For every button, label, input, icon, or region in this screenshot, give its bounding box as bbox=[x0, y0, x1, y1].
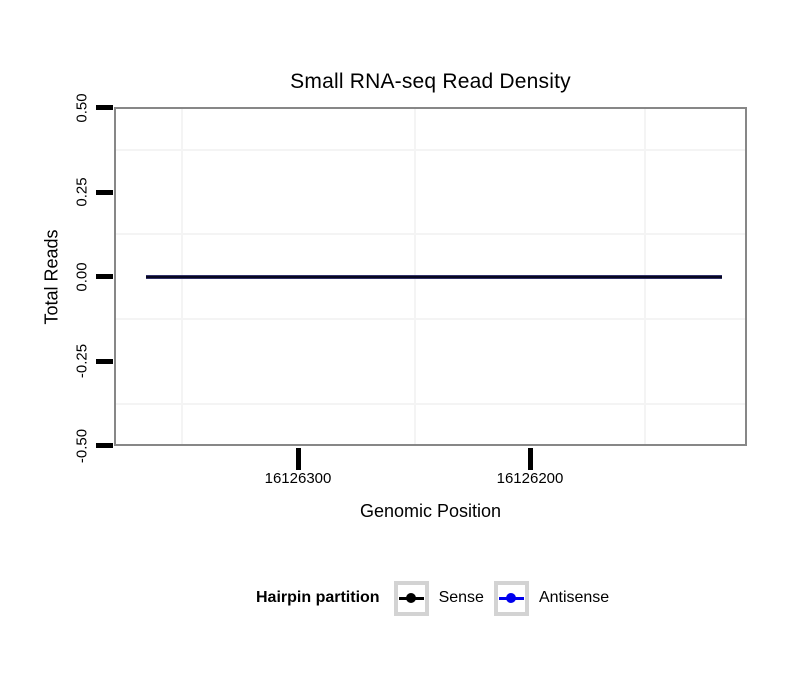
minor-gridline-horizontal bbox=[116, 149, 745, 151]
minor-gridline-horizontal bbox=[116, 233, 745, 235]
legend-title: Hairpin partition bbox=[256, 589, 380, 606]
x-tick bbox=[528, 448, 533, 470]
y-tick bbox=[96, 190, 113, 195]
y-tick-label: 0.50 bbox=[73, 93, 91, 123]
minor-gridline-horizontal bbox=[116, 318, 745, 320]
minor-gridline-horizontal bbox=[116, 403, 745, 405]
y-tick-label: 0.00 bbox=[73, 262, 91, 292]
y-tick bbox=[96, 359, 113, 364]
x-tick-label: 16126300 bbox=[264, 470, 332, 487]
y-tick bbox=[96, 274, 113, 279]
y-tick-label: -0.25 bbox=[73, 343, 91, 379]
y-tick-label: 0.25 bbox=[73, 177, 91, 207]
legend-key-sense bbox=[393, 580, 429, 616]
legend: Hairpin partition Sense Antisense bbox=[256, 579, 609, 617]
y-tick bbox=[96, 443, 113, 448]
sense-dot-icon bbox=[406, 593, 417, 603]
series-line-sense-antisense bbox=[146, 275, 722, 279]
y-tick bbox=[96, 105, 113, 110]
x-tick-label: 16126200 bbox=[496, 470, 564, 487]
legend-key-antisense bbox=[493, 580, 529, 616]
x-tick bbox=[296, 448, 301, 470]
chart-title: Small RNA-seq Read Density bbox=[290, 70, 571, 93]
antisense-dot-icon bbox=[506, 593, 517, 603]
x-axis-title: Genomic Position bbox=[359, 501, 502, 521]
y-tick-label: -0.50 bbox=[73, 428, 91, 464]
y-axis-title: Total Reads bbox=[41, 229, 62, 325]
legend-label-antisense: Antisense bbox=[538, 589, 610, 606]
plot-panel bbox=[114, 107, 747, 446]
legend-label-sense: Sense bbox=[438, 589, 484, 606]
